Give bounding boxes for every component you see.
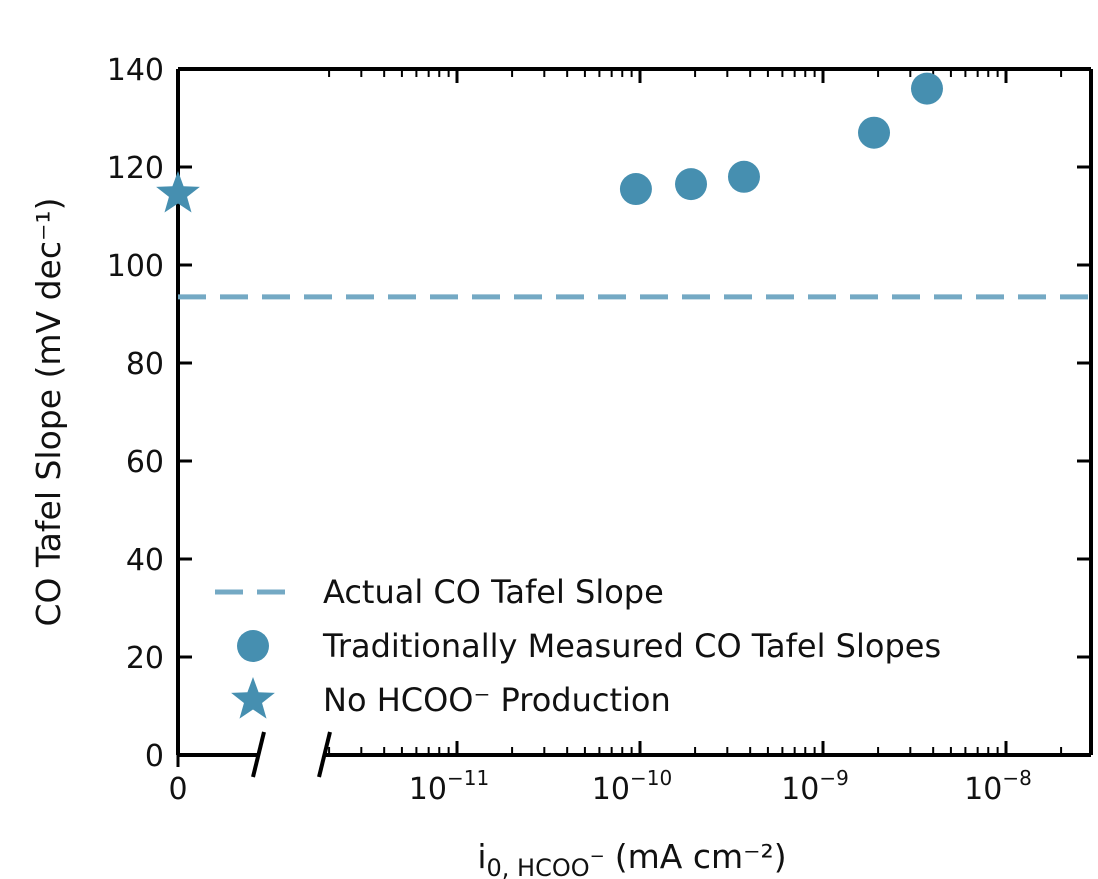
y-tick-label: 140: [107, 53, 164, 88]
data-point-circle: [727, 160, 760, 193]
series-group: [156, 72, 1091, 300]
data-point-circle: [675, 168, 708, 201]
x-axis-label-subscript: 0, HCOO: [487, 854, 590, 879]
y-tick-label: 120: [107, 151, 164, 186]
y-tick-label: 80: [126, 347, 164, 382]
axis-break-mark: [317, 731, 332, 778]
legend: Actual CO Tafel Slope Traditionally Measu…: [215, 573, 941, 719]
y-tick-label: 60: [126, 445, 164, 480]
legend-label: Actual CO Tafel Slope: [323, 573, 664, 611]
legend-circle-icon: [237, 630, 269, 662]
data-point-star: [156, 170, 200, 213]
legend-label: No HCOO⁻ Production: [323, 681, 671, 719]
y-axis-label: CO Tafel Slope (mV dec⁻¹): [29, 197, 68, 626]
x-tick-label: 10−11: [409, 766, 489, 807]
x-axis-label-main: i: [477, 837, 486, 876]
x-axis-label-units: (mA cm⁻²): [615, 837, 787, 876]
x-tick-label: 10−10: [592, 766, 672, 807]
legend-label: Traditionally Measured CO Tafel Slopes: [322, 627, 941, 665]
x-tick-label-zero: 0: [168, 772, 187, 807]
data-point-circle: [910, 72, 943, 105]
y-tick-label: 100: [107, 249, 164, 284]
x-tick-label: 10−8: [964, 766, 1032, 807]
x-axis-label: i0, HCOO− (mA cm⁻²): [477, 837, 786, 879]
y-tick-label: 0: [145, 739, 164, 774]
axis-break-mark: [251, 731, 266, 778]
y-tick-label: 40: [126, 543, 164, 578]
data-point-circle: [858, 116, 891, 149]
legend-star-icon: [231, 677, 275, 719]
x-axis-label-subscript-sup: −: [590, 846, 605, 867]
x-tick-label: 10−9: [781, 766, 849, 807]
ticks-group: 0 20 40 60 80 100 120 140 0 10−11 10−10 10−9 10−8: [107, 53, 1091, 807]
data-point-circle: [619, 173, 652, 206]
y-tick-label: 20: [126, 641, 164, 676]
